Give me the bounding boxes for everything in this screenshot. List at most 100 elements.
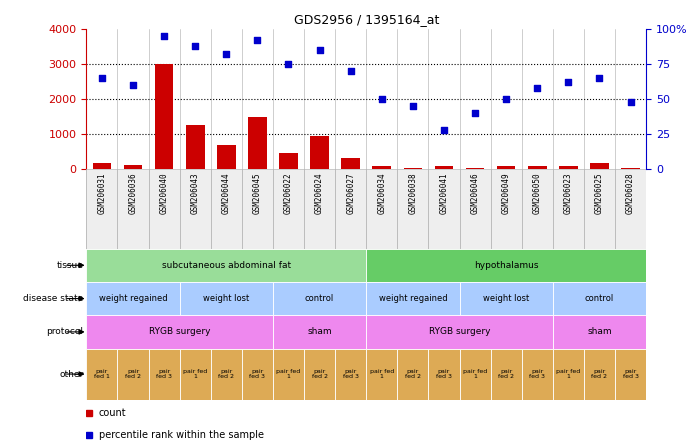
Bar (460, 282, 553, 315)
Text: sham: sham (587, 327, 612, 337)
Bar (149, 169, 180, 249)
Text: pair
fed 3: pair fed 3 (249, 369, 265, 380)
Point (625, 98, 636, 105)
Text: pair fed
1: pair fed 1 (463, 369, 487, 380)
Bar (497, 166, 515, 169)
Bar (242, 349, 273, 400)
Text: GSM206038: GSM206038 (408, 173, 417, 214)
Bar (366, 349, 397, 400)
Text: GSM206023: GSM206023 (564, 173, 573, 214)
Text: pair
fed 3: pair fed 3 (623, 369, 638, 380)
Bar (86, 249, 366, 282)
Text: pair fed
1: pair fed 1 (183, 369, 207, 380)
Text: tissue: tissue (57, 261, 84, 270)
Text: pair
fed 1: pair fed 1 (94, 369, 110, 380)
Text: pair fed
1: pair fed 1 (276, 369, 301, 380)
Point (438, 126, 449, 133)
Text: hypothalamus: hypothalamus (474, 261, 538, 270)
Bar (428, 169, 460, 249)
Text: GSM206044: GSM206044 (222, 173, 231, 214)
Bar (86, 315, 273, 349)
Text: pair
fed 2: pair fed 2 (498, 369, 514, 380)
Bar (584, 349, 615, 400)
Point (407, 102, 418, 109)
Text: GSM206040: GSM206040 (160, 173, 169, 214)
Bar (522, 349, 553, 400)
Bar (397, 349, 428, 400)
Text: GSM206031: GSM206031 (97, 173, 106, 214)
Bar (86, 282, 180, 315)
Bar (117, 169, 149, 249)
Text: GSM206046: GSM206046 (471, 173, 480, 214)
Bar (553, 349, 584, 400)
Text: RYGB surgery: RYGB surgery (149, 327, 211, 337)
Bar (615, 349, 646, 400)
Bar (372, 166, 391, 169)
Bar (273, 315, 366, 349)
Text: subcutaneous abdominal fat: subcutaneous abdominal fat (162, 261, 291, 270)
Bar (273, 282, 366, 315)
Bar (86, 349, 117, 400)
Text: GSM206025: GSM206025 (595, 173, 604, 214)
Bar (279, 153, 298, 169)
Text: pair
fed 2: pair fed 2 (218, 369, 234, 380)
Text: GSM206041: GSM206041 (439, 173, 448, 214)
Point (220, 51, 231, 58)
Bar (211, 169, 242, 249)
Text: pair fed
1: pair fed 1 (556, 369, 580, 380)
Text: pair
fed 3: pair fed 3 (343, 369, 359, 380)
Bar (615, 169, 646, 249)
Text: pair
fed 2: pair fed 2 (125, 369, 141, 380)
Bar (528, 166, 547, 169)
Point (562, 79, 574, 86)
Bar (366, 249, 646, 282)
Text: GSM206049: GSM206049 (502, 173, 511, 214)
Text: control: control (585, 294, 614, 303)
Text: weight regained: weight regained (379, 294, 447, 303)
Bar (248, 117, 267, 169)
Bar (397, 169, 428, 249)
Bar (242, 169, 273, 249)
Bar (211, 349, 242, 400)
Bar (584, 169, 615, 249)
Text: RYGB surgery: RYGB surgery (428, 327, 491, 337)
Bar (186, 125, 205, 169)
Text: GSM206036: GSM206036 (129, 173, 138, 214)
Bar (522, 169, 553, 249)
Bar (621, 168, 640, 169)
Text: GSM206024: GSM206024 (315, 173, 324, 214)
Point (376, 95, 387, 102)
Point (96, 74, 107, 81)
Point (252, 36, 263, 44)
Text: pair
fed 3: pair fed 3 (436, 369, 452, 380)
Text: GSM206050: GSM206050 (533, 173, 542, 214)
Text: other: other (59, 369, 84, 379)
Bar (428, 349, 460, 400)
Bar (553, 169, 584, 249)
Bar (435, 166, 453, 169)
Point (594, 74, 605, 81)
Bar (366, 315, 553, 349)
Bar (86, 169, 117, 249)
Bar (553, 282, 646, 315)
Bar (273, 169, 304, 249)
Text: percentile rank within the sample: percentile rank within the sample (99, 430, 264, 440)
Bar (117, 349, 149, 400)
Text: pair
fed 2: pair fed 2 (591, 369, 607, 380)
Text: pair
fed 2: pair fed 2 (312, 369, 328, 380)
Text: GSM206027: GSM206027 (346, 173, 355, 214)
Bar (460, 169, 491, 249)
Text: weight lost: weight lost (483, 294, 529, 303)
Text: count: count (99, 408, 126, 418)
Bar (366, 169, 397, 249)
Bar (180, 282, 273, 315)
Bar (335, 169, 366, 249)
Bar (217, 145, 236, 169)
Text: GSM206043: GSM206043 (191, 173, 200, 214)
Bar (366, 282, 460, 315)
Title: GDS2956 / 1395164_at: GDS2956 / 1395164_at (294, 13, 439, 26)
Bar (304, 349, 335, 400)
Bar (93, 163, 111, 169)
Text: GSM206028: GSM206028 (626, 173, 635, 214)
Bar (273, 349, 304, 400)
